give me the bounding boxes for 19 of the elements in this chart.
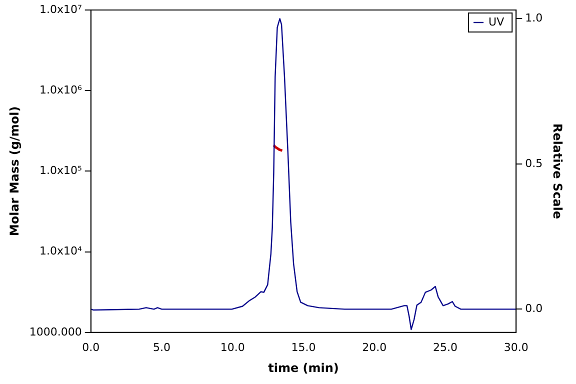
y2-tick-label: 0.5 (525, 156, 543, 170)
y-tick-label: 1.0x10⁴ (39, 244, 82, 258)
x-tick-label: 10.0 (220, 340, 245, 354)
legend-label: UV (488, 15, 505, 28)
x-tick-label: 5.0 (153, 340, 171, 354)
y-tick-label: 1.0x10⁷ (39, 2, 82, 16)
y-axis-title: Molar Mass (g/mol) (7, 106, 22, 236)
y-tick-label: 1.0x10⁶ (39, 83, 82, 96)
y2-tick-label: 1.0 (525, 12, 543, 25)
y2-axis-title: Relative Scale (550, 123, 565, 220)
x-tick-label: 20.0 (362, 340, 387, 354)
y-tick-label: 1.0x10⁵ (39, 164, 82, 178)
x-axis-title: time (min) (268, 360, 339, 375)
x-tick-label: 15.0 (291, 340, 316, 354)
x-tick-label: 0.0 (82, 340, 100, 354)
x-tick-label: 25.0 (432, 340, 458, 354)
x-tick-label: 30.0 (504, 340, 528, 354)
y-tick-label: 1000.000 (29, 325, 82, 338)
y2-tick-label: 0.0 (525, 302, 543, 316)
